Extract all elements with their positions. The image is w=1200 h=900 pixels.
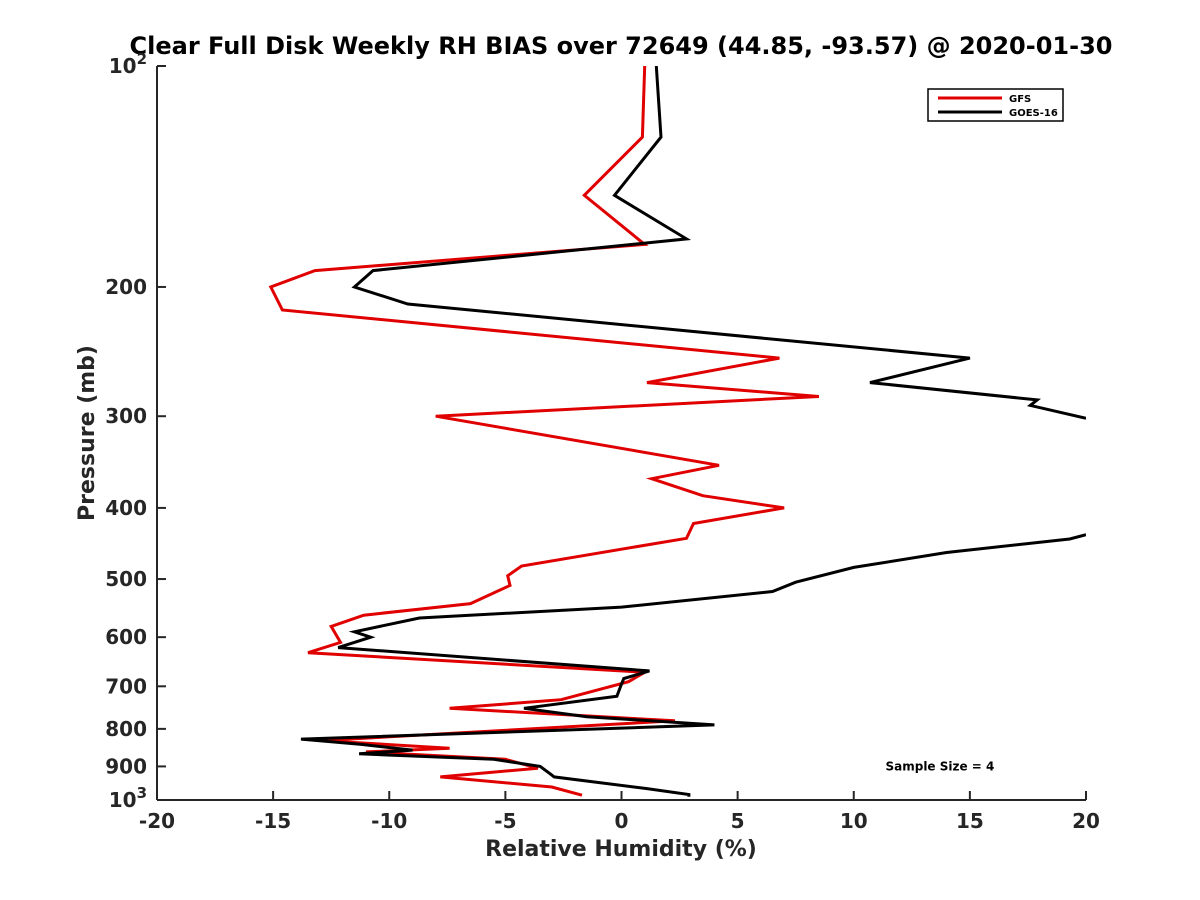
x-tick-label: -5	[494, 809, 516, 833]
axes	[156, 66, 1086, 801]
y-tick-label: 102	[109, 50, 147, 78]
x-tick-label: -20	[139, 809, 175, 833]
y-tick-label: 300	[105, 404, 147, 428]
x-tick-label: 10	[840, 809, 868, 833]
series-line-goes-16	[300, 66, 1086, 797]
legend-label-goes-16: GOES-16	[1009, 108, 1058, 119]
x-tick-label: 0	[615, 809, 629, 833]
y-tick-label: 500	[105, 567, 147, 591]
y-tick-label: 700	[105, 674, 147, 698]
legend-box	[927, 88, 1064, 122]
y-tick-label: 103	[109, 784, 147, 812]
ticks: -20 -15 -10 -5 0 5 10 15 20 102 200 300 400 500 600 700…	[105, 50, 1100, 833]
chart-title: Clear Full Disk Weekly RH BIAS over 7264…	[130, 32, 1113, 60]
y-tick-label: 600	[105, 625, 147, 649]
x-tick-label: 15	[956, 809, 984, 833]
y-tick-label: 800	[105, 717, 147, 741]
x-tick-label: -10	[371, 809, 407, 833]
legend: GFS GOES-16	[927, 88, 1064, 122]
x-tick-label: 5	[731, 809, 745, 833]
annotations: Sample Size = 4	[885, 759, 994, 773]
series-line-gfs	[268, 66, 820, 797]
x-tick-label: -15	[255, 809, 291, 833]
y-tick-label: 400	[105, 496, 147, 520]
legend-label-gfs: GFS	[1009, 94, 1031, 105]
y-tick-label: 200	[105, 275, 147, 299]
plot-lines	[268, 66, 1086, 797]
x-axis-label: Relative Humidity (%)	[485, 837, 757, 862]
y-tick-label: 900	[105, 754, 147, 778]
sample-size-annotation: Sample Size = 4	[885, 759, 994, 773]
y-axis-label: Pressure (mb)	[75, 345, 100, 521]
x-tick-label: 20	[1072, 809, 1100, 833]
